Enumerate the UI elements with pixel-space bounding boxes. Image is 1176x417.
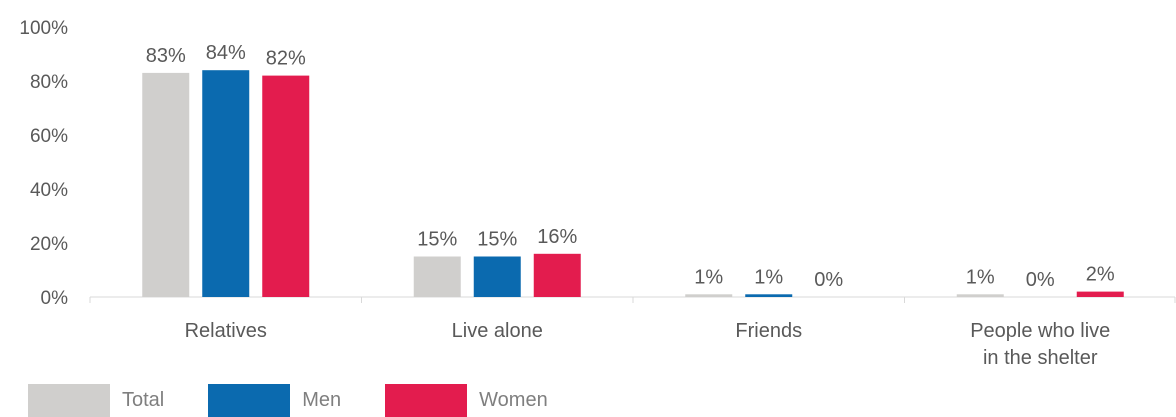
bar-men xyxy=(473,256,521,297)
bar-total xyxy=(142,72,190,298)
data-label: 15% xyxy=(477,229,517,251)
y-tick-label: 100% xyxy=(19,18,68,39)
y-tick-label: 20% xyxy=(30,234,68,255)
data-label: 1% xyxy=(966,266,995,288)
y-tick-label: 60% xyxy=(30,126,68,147)
legend-item-total: Total xyxy=(28,384,164,417)
category-label: Live alone xyxy=(452,320,543,342)
category-label: People who live xyxy=(970,320,1110,342)
bar-men xyxy=(202,70,250,297)
y-tick-label: 0% xyxy=(41,288,69,309)
data-label: 16% xyxy=(537,226,577,248)
data-label: 1% xyxy=(754,266,783,288)
y-tick-label: 40% xyxy=(30,180,68,201)
legend-swatch-men xyxy=(208,384,291,417)
data-label: 84% xyxy=(206,42,246,64)
data-label: 83% xyxy=(146,45,186,67)
bar-total xyxy=(413,256,461,297)
data-label: 1% xyxy=(694,266,723,288)
data-label: 0% xyxy=(1026,269,1055,291)
bar-women xyxy=(533,253,581,297)
legend-swatch-women xyxy=(385,384,468,417)
category-label: Friends xyxy=(735,320,802,342)
category-label: Relatives xyxy=(185,320,267,342)
bar-women xyxy=(262,75,310,297)
bar-total xyxy=(956,294,1004,297)
legend-item-women: Women xyxy=(385,384,548,417)
legend-item-men: Men xyxy=(208,384,341,417)
data-label: 15% xyxy=(417,229,457,251)
bar-chart: 0% 20% 40% 60% 80% 100% 83% 84% 82% Relatives 15% 1… xyxy=(19,18,1176,369)
legend-label-men: Men xyxy=(302,389,342,411)
legend: Total Men Women xyxy=(28,384,592,417)
y-tick-label: 80% xyxy=(30,72,68,93)
bar-total xyxy=(685,294,733,297)
bar-men xyxy=(745,294,793,297)
legend-swatch-total xyxy=(28,384,110,417)
data-label: 82% xyxy=(266,48,306,70)
legend-label-total: Total xyxy=(122,389,165,411)
legend-label-women: Women xyxy=(479,389,548,411)
category-label: in the shelter xyxy=(983,347,1098,369)
bar-women xyxy=(1076,291,1124,297)
data-label: 0% xyxy=(814,269,843,291)
data-label: 2% xyxy=(1086,264,1115,286)
